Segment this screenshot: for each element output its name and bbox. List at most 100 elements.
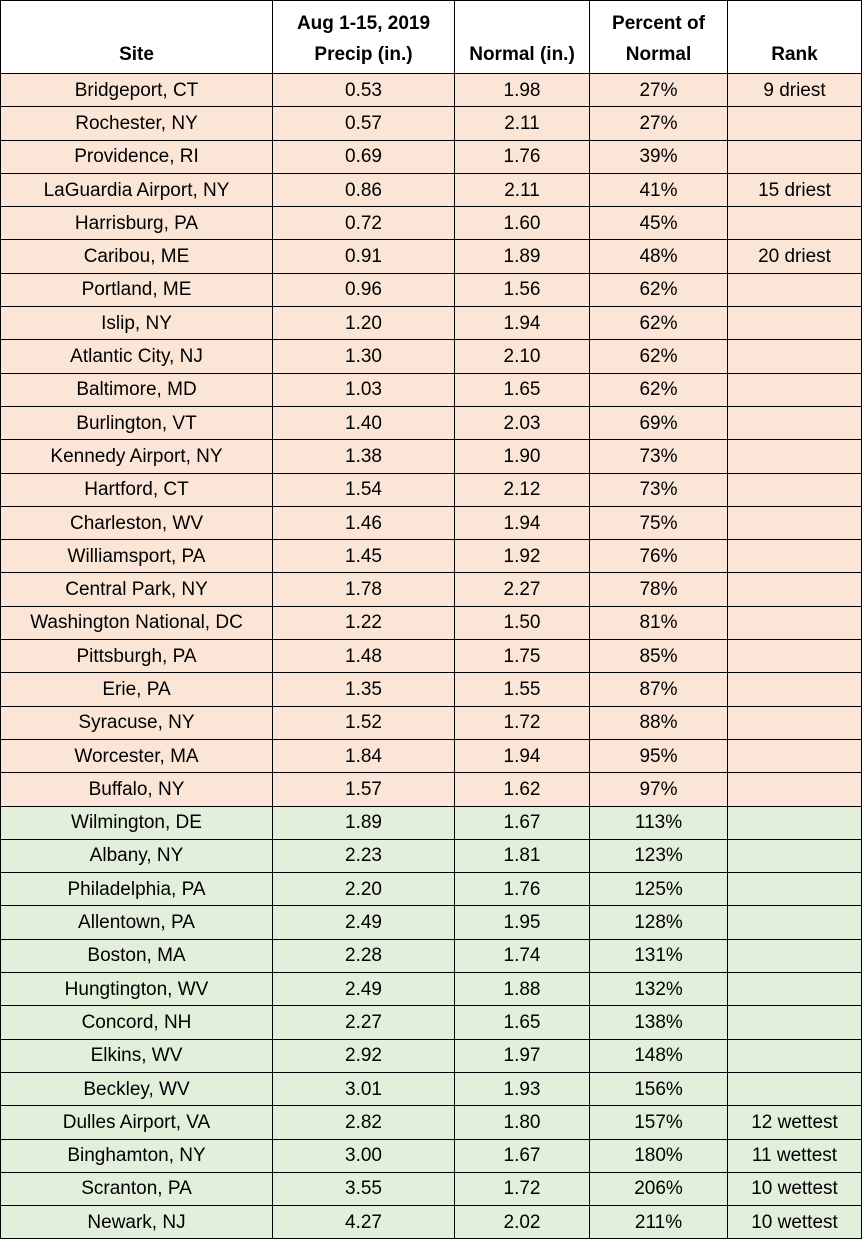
- percent-cell: 131%: [589, 938, 728, 974]
- site-cell: Beckley, WV: [0, 1071, 273, 1107]
- percent-cell: 48%: [589, 239, 728, 274]
- table-row: Harrisburg, PA 0.72 1.60 45%: [0, 206, 862, 241]
- rank-cell: [727, 372, 862, 407]
- normal-cell: 1.65: [454, 372, 590, 407]
- table-row: LaGuardia Airport, NY 0.86 2.11 41% 15 dries…: [0, 172, 862, 208]
- site-cell: Charleston, WV: [0, 505, 273, 541]
- percent-cell: 125%: [589, 872, 728, 907]
- site-cell: Williamsport, PA: [0, 539, 273, 574]
- percent-cell: 156%: [589, 1071, 728, 1107]
- site-cell: Allentown, PA: [0, 905, 273, 940]
- rank-cell: [727, 838, 862, 874]
- rank-cell: [727, 139, 862, 174]
- header-normal: Normal (in.): [454, 0, 590, 74]
- precip-cell: 0.53: [272, 72, 455, 108]
- normal-cell: 1.62: [454, 772, 590, 807]
- table-row: Wilmington, DE 1.89 1.67 113%: [0, 805, 862, 840]
- normal-cell: 1.60: [454, 206, 590, 241]
- normal-cell: 1.94: [454, 306, 590, 341]
- rank-cell: [727, 639, 862, 674]
- table-header: Site Aug 1-15, 2019 Precip (in.) Normal (…: [0, 0, 862, 74]
- percent-cell: 27%: [589, 72, 728, 108]
- precip-cell: 0.57: [272, 106, 455, 141]
- table-row: Hartford, CT 1.54 2.12 73%: [0, 472, 862, 507]
- table-row: Syracuse, NY 1.52 1.72 88%: [0, 705, 862, 740]
- rank-cell: [727, 106, 862, 141]
- table-row: Washington National, DC 1.22 1.50 81%: [0, 605, 862, 641]
- precip-cell: 2.27: [272, 1005, 455, 1040]
- rank-cell: 9 driest: [727, 72, 862, 108]
- site-cell: Islip, NY: [0, 306, 273, 341]
- rank-cell: [727, 972, 862, 1007]
- precip-cell: 1.57: [272, 772, 455, 807]
- normal-cell: 1.98: [454, 72, 590, 108]
- precip-cell: 4.27: [272, 1205, 455, 1239]
- percent-cell: 138%: [589, 1005, 728, 1040]
- rank-cell: [727, 605, 862, 641]
- precip-cell: 2.28: [272, 938, 455, 974]
- site-cell: Concord, NH: [0, 1005, 273, 1040]
- precip-cell: 2.92: [272, 1038, 455, 1073]
- site-cell: Burlington, VT: [0, 405, 273, 441]
- header-precip-line2: Precip (in.): [314, 44, 413, 65]
- table-row: Atlantic City, NJ 1.30 2.10 62%: [0, 339, 862, 374]
- site-cell: Wilmington, DE: [0, 805, 273, 840]
- site-cell: Atlantic City, NJ: [0, 339, 273, 374]
- precip-cell: 1.78: [272, 572, 455, 607]
- percent-cell: 81%: [589, 605, 728, 641]
- table-row: Islip, NY 1.20 1.94 62%: [0, 306, 862, 341]
- site-cell: Erie, PA: [0, 672, 273, 707]
- header-rank: Rank: [727, 0, 862, 74]
- header-row: Site Aug 1-15, 2019 Precip (in.) Normal (…: [0, 0, 862, 74]
- table-row: Scranton, PA 3.55 1.72 206% 10 wettest: [0, 1171, 862, 1207]
- percent-cell: 62%: [589, 372, 728, 407]
- precip-cell: 1.35: [272, 672, 455, 707]
- rank-cell: 10 wettest: [727, 1205, 862, 1239]
- normal-cell: 1.74: [454, 938, 590, 974]
- table-row: Caribou, ME 0.91 1.89 48% 20 driest: [0, 239, 862, 274]
- header-precip-line1: Aug 1-15, 2019: [296, 13, 431, 34]
- precip-cell: 1.30: [272, 339, 455, 374]
- rank-cell: [727, 1038, 862, 1073]
- site-cell: Pittsburgh, PA: [0, 639, 273, 674]
- site-cell: Bridgeport, CT: [0, 72, 273, 108]
- normal-cell: 2.12: [454, 472, 590, 507]
- site-cell: Hungtington, WV: [0, 972, 273, 1007]
- rank-cell: [727, 206, 862, 241]
- rank-cell: [727, 505, 862, 541]
- percent-cell: 132%: [589, 972, 728, 1007]
- table-row: Dulles Airport, VA 2.82 1.80 157% 12 wettest: [0, 1105, 862, 1140]
- normal-cell: 2.02: [454, 1205, 590, 1239]
- table-row: Allentown, PA 2.49 1.95 128%: [0, 905, 862, 940]
- table-row: Worcester, MA 1.84 1.94 95%: [0, 738, 862, 774]
- site-cell: Elkins, WV: [0, 1038, 273, 1073]
- percent-cell: 27%: [589, 106, 728, 141]
- percent-cell: 128%: [589, 905, 728, 940]
- percent-cell: 73%: [589, 472, 728, 507]
- table-row: Bridgeport, CT 0.53 1.98 27% 9 driest: [0, 72, 862, 108]
- precip-cell: 2.23: [272, 838, 455, 874]
- precip-cell: 0.72: [272, 206, 455, 241]
- percent-cell: 123%: [589, 838, 728, 874]
- rank-cell: 20 driest: [727, 239, 862, 274]
- rank-cell: 11 wettest: [727, 1138, 862, 1173]
- percent-cell: 78%: [589, 572, 728, 607]
- rank-cell: [727, 1005, 862, 1040]
- rank-cell: [727, 872, 862, 907]
- site-cell: Albany, NY: [0, 838, 273, 874]
- normal-cell: 2.10: [454, 339, 590, 374]
- site-cell: Newark, NJ: [0, 1205, 273, 1239]
- site-cell: Providence, RI: [0, 139, 273, 174]
- table-row: Boston, MA 2.28 1.74 131%: [0, 938, 862, 974]
- header-rank-label: Rank: [771, 44, 818, 65]
- table-row: Newark, NJ 4.27 2.02 211% 10 wettest: [0, 1205, 862, 1239]
- rank-cell: [727, 439, 862, 474]
- precip-cell: 1.84: [272, 738, 455, 774]
- precip-cell: 2.49: [272, 905, 455, 940]
- table-row: Burlington, VT 1.40 2.03 69%: [0, 405, 862, 441]
- normal-cell: 1.92: [454, 539, 590, 574]
- precip-cell: 2.82: [272, 1105, 455, 1140]
- header-site: Site: [0, 0, 273, 74]
- percent-cell: 62%: [589, 306, 728, 341]
- rank-cell: [727, 539, 862, 574]
